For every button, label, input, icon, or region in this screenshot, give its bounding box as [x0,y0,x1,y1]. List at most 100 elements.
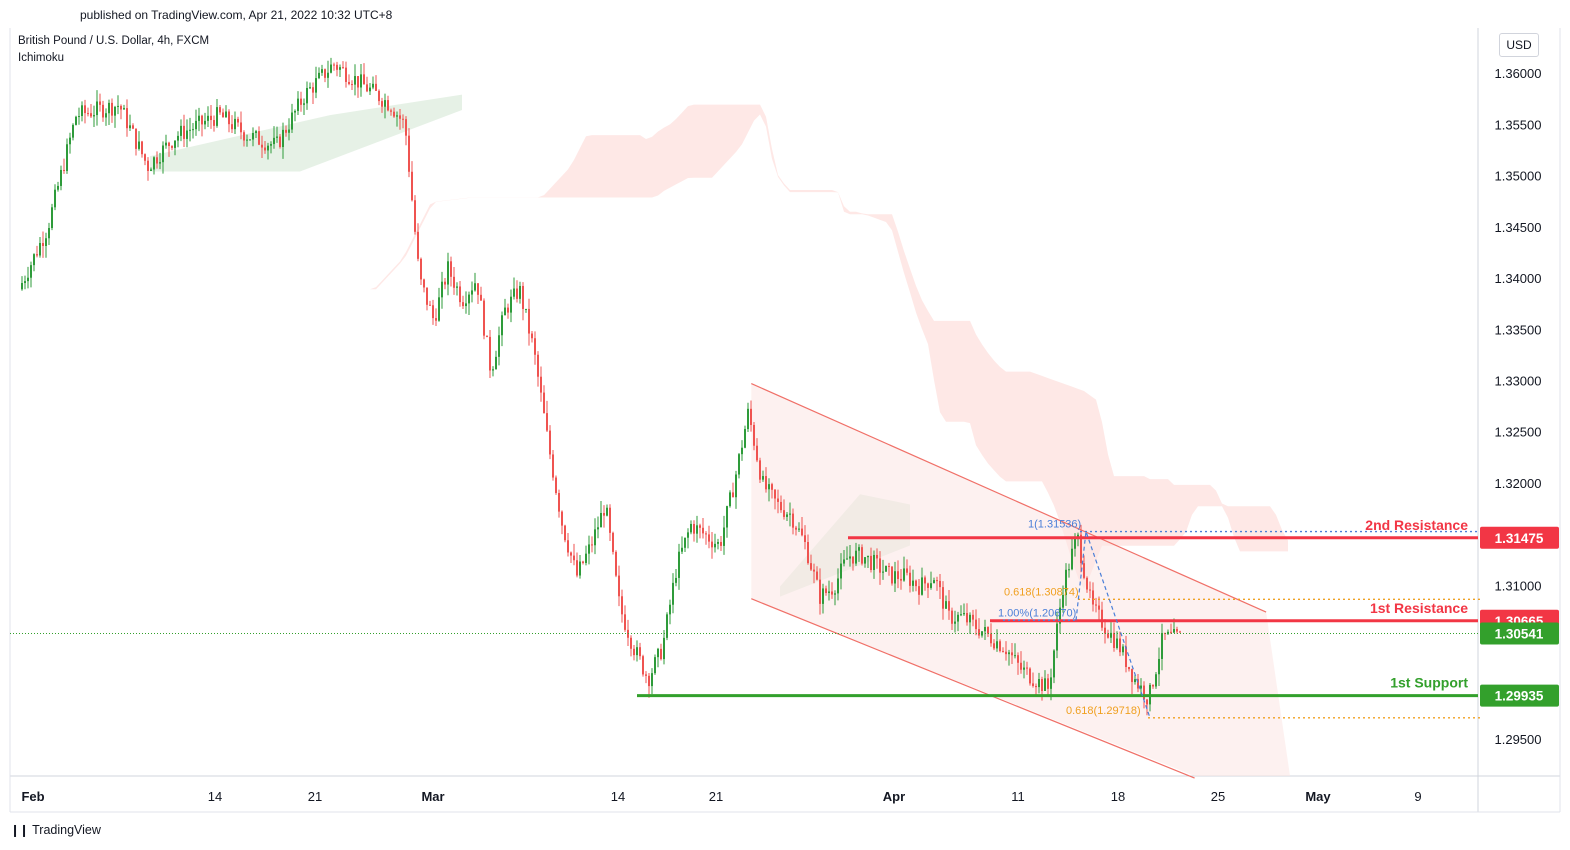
candle-up [840,563,842,579]
candle-down [378,90,380,102]
candle-down [1146,699,1148,705]
candle-up [66,144,68,171]
candle-down [534,338,536,355]
candle-down [1179,631,1181,633]
candle-up [867,555,869,558]
candle-up [678,551,680,578]
candle-down [348,81,350,85]
candle-up [303,103,305,105]
candle-up [594,529,596,546]
candle-down [825,588,827,593]
candle-down [987,627,989,634]
candle-up [501,315,503,336]
candle-up [525,308,527,310]
candle-up [1122,646,1124,653]
candle-up [519,285,521,299]
candle-up [846,558,848,560]
candle-down [1032,683,1034,686]
candle-up [327,72,329,78]
published-caption: published on TradingView.com, Apr 21, 20… [80,8,393,22]
fib-label: 1.00%(1.20670) [998,607,1076,619]
candle-down [363,74,365,85]
candle-up [189,129,191,131]
candle-up [945,601,947,609]
candle-down [144,154,146,161]
candle-up [249,139,251,141]
candle-up [657,648,659,658]
candle-down [147,160,149,171]
ichimoku-cloud [10,94,1288,597]
candle-up [495,356,497,370]
candle-down [36,254,38,256]
candle-up [786,514,788,517]
candle-down [336,64,338,70]
candle-up [741,447,743,455]
x-tick-label: 14 [611,789,625,804]
y-tick-label: 1.33000 [1495,374,1542,389]
cloud-area [10,104,1288,590]
y-tick-label: 1.34000 [1495,271,1542,286]
candle-down [642,656,644,675]
candle-down [213,120,215,126]
candle-down [411,171,413,201]
candle-down [1029,668,1031,684]
candle-up [954,621,956,624]
candle-down [264,147,266,151]
candle-down [693,523,695,534]
candle-down [1104,627,1106,634]
candle-down [300,98,302,105]
candle-up [1065,569,1067,596]
candle-up [681,547,683,552]
candle-up [1050,677,1052,689]
currency-badge[interactable]: USD [1499,33,1539,57]
last-price-tag [1480,622,1559,645]
candle-down [120,105,122,110]
candle-up [186,130,188,139]
candle-up [48,228,50,239]
candle-up [498,335,500,357]
tradingview-brand[interactable]: ❙❙ TradingView [10,823,101,837]
fib-swing-path [1075,531,1151,718]
indicator-label[interactable]: Ichimoku [18,52,65,64]
symbol-title[interactable]: British Pound / U.S. Dollar, 4h, FXCM [18,35,210,47]
candle-down [999,641,1001,652]
candle-up [309,87,311,89]
candle-down [750,408,752,425]
candle-up [270,144,272,146]
candle-down [1017,655,1019,663]
candle-down [948,601,950,611]
candle-down [927,583,929,588]
channel-upper-line [751,383,1267,613]
candle-down [993,643,995,649]
candle-down [765,476,767,490]
candle-up [1074,537,1076,549]
candle-down [99,101,101,105]
candle-up [294,110,296,113]
candle-up [267,145,269,151]
candle-down [648,675,650,687]
candle-down [1041,679,1043,691]
candle-up [447,261,449,285]
candle-down [831,591,833,595]
candle-down [966,612,968,623]
level-price-text: 1.31475 [1495,531,1544,546]
x-tick-label: Feb [21,789,44,804]
candle-down [156,157,158,164]
candle-up [729,492,731,507]
candle-down [936,580,938,582]
candle-up [129,125,131,129]
candle-up [798,528,800,530]
candle-up [738,454,740,475]
candle-down [417,231,419,259]
candle-down [915,580,917,587]
candle-up [369,87,371,92]
candle-up [1161,632,1163,659]
candle-up [297,98,299,111]
candle-down [633,648,635,656]
fibonacci-levels: 1(1.31536) 0.618(1.30874) 1.00%(1.20670) 0.… [998,519,1480,719]
candle-down [924,577,926,584]
candle-down [624,614,626,630]
candle-up [162,145,164,163]
candle-down [435,318,437,321]
